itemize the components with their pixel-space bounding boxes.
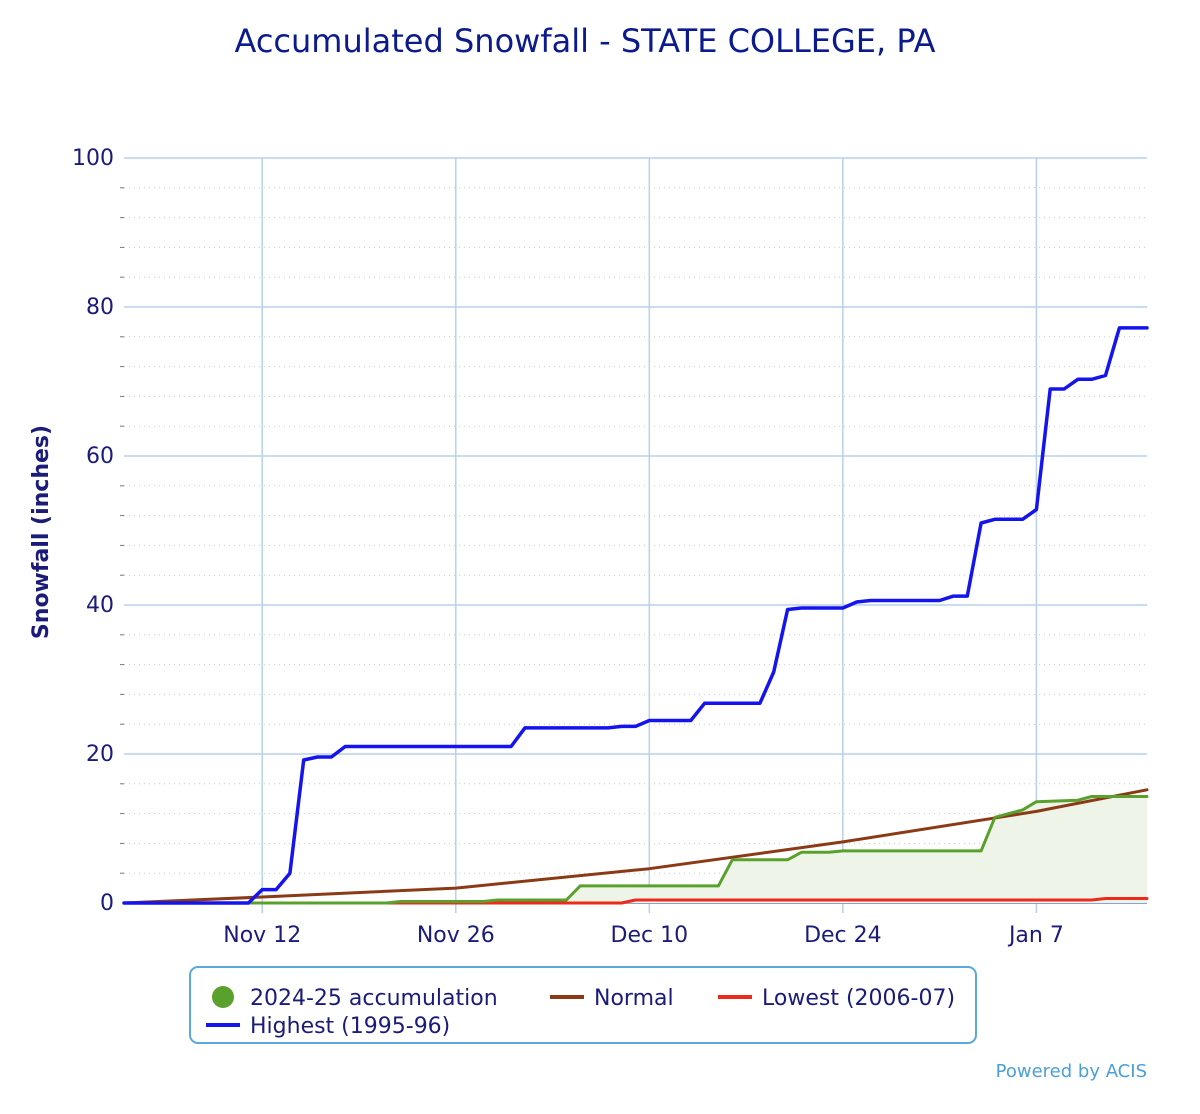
x-tick-label: Jan 7	[1007, 923, 1064, 948]
legend: 2024-25 accumulation Normal Lowest (2006…	[189, 966, 977, 1044]
x-tick-label: Dec 10	[611, 923, 689, 948]
x-tick-label: Nov 26	[417, 923, 495, 948]
legend-accumulation-label: 2024-25 accumulation	[250, 986, 498, 1011]
y-axis-label: Snowfall (inches)	[29, 425, 54, 639]
legend-accumulation-symbol	[212, 986, 234, 1008]
accumulation-fill	[124, 796, 1147, 903]
series-line-normal	[122, 788, 1149, 905]
legend-item-normal[interactable]: Normal	[550, 986, 674, 1011]
y-tick-label: 20	[86, 742, 114, 767]
legend-item-accumulation[interactable]: 2024-25 accumulation	[212, 986, 498, 1011]
y-tick-label: 80	[86, 295, 114, 320]
legend-lowest-label: Lowest (2006-07)	[762, 986, 955, 1011]
accumulation-area	[124, 796, 1147, 903]
series-lines	[122, 326, 1149, 905]
series-line-highest	[122, 326, 1149, 905]
x-tick-label: Nov 12	[223, 923, 301, 948]
series-line-accumulation	[122, 795, 1149, 905]
x-tick-label: Dec 24	[804, 923, 882, 948]
legend-highest-label: Highest (1995-96)	[250, 1014, 450, 1039]
y-tick-label: 40	[86, 593, 114, 618]
series-line-lowest	[122, 897, 1149, 905]
credits-link[interactable]: Powered by ACIS	[996, 1061, 1147, 1082]
y-tick-label: 100	[72, 146, 114, 171]
y-tick-label: 0	[100, 891, 114, 916]
y-axis-ticks: 0 20 40 60 80 100	[72, 146, 114, 916]
chart-title: Accumulated Snowfall - STATE COLLEGE, PA	[235, 22, 936, 60]
x-axis-ticks: Nov 12 Nov 26 Dec 10 Dec 24 Jan 7	[223, 923, 1064, 948]
y-tick-label: 60	[86, 444, 114, 469]
legend-item-highest[interactable]: Highest (1995-96)	[206, 1014, 450, 1039]
legend-item-lowest[interactable]: Lowest (2006-07)	[718, 986, 955, 1011]
plot-grid	[120, 157, 1147, 913]
legend-normal-label: Normal	[594, 986, 674, 1011]
legend-box	[189, 966, 977, 1044]
